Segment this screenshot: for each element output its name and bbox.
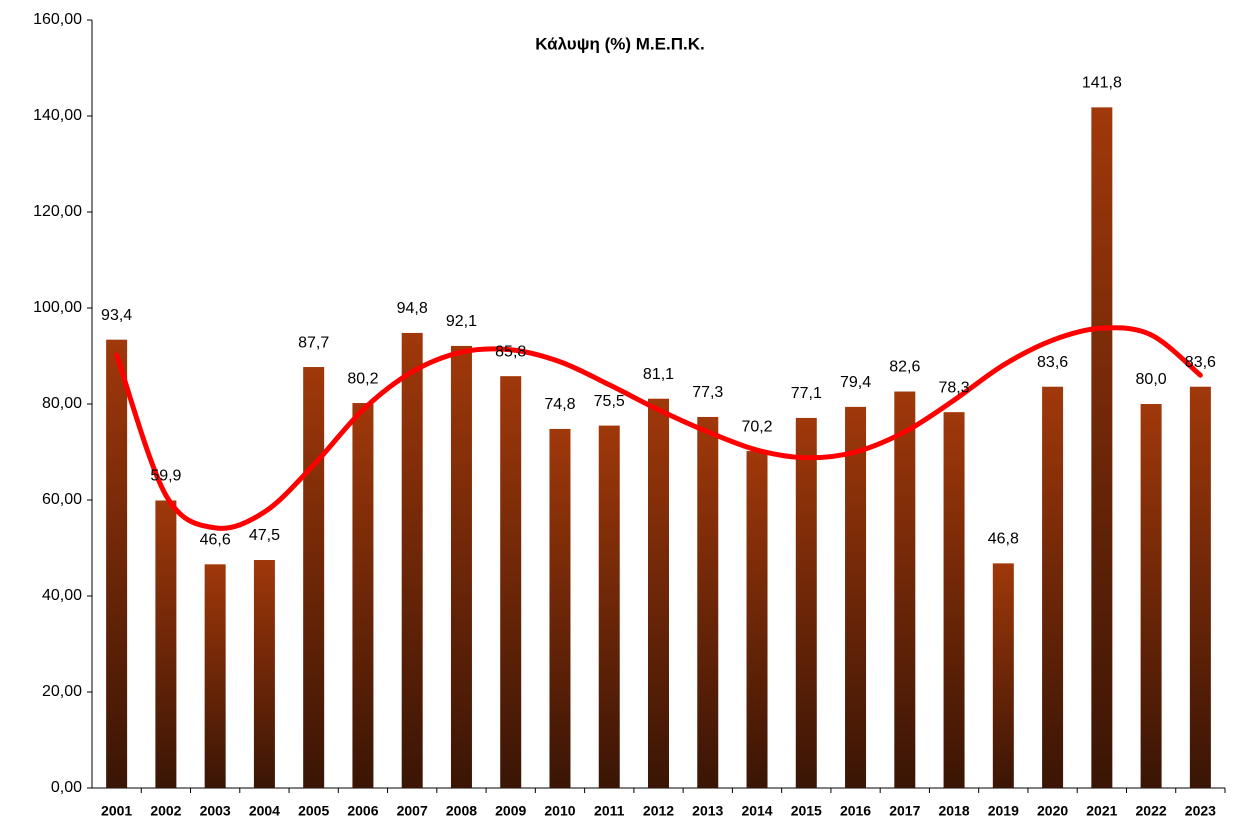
x-tick-label: 2001 [101, 803, 132, 819]
bar [253, 560, 275, 788]
x-tick-label: 2023 [1185, 803, 1216, 819]
data-label: 83,6 [1037, 354, 1068, 371]
x-tick-label: 2017 [889, 803, 920, 819]
y-tick-label: 120,00 [33, 203, 82, 220]
x-tick-label: 2016 [840, 803, 871, 819]
x-tick-label: 2002 [150, 803, 181, 819]
x-tick-label: 2015 [791, 803, 822, 819]
bar [303, 367, 325, 788]
bar [1091, 107, 1113, 789]
x-tick-label: 2021 [1086, 803, 1117, 819]
chart-title: Κάλυψη (%) Μ.Ε.Π.Κ. [535, 34, 704, 53]
x-tick-label: 2003 [200, 803, 231, 819]
bar [648, 398, 669, 788]
data-label: 70,2 [741, 418, 772, 435]
data-label: 79,4 [840, 374, 871, 391]
bar [549, 428, 571, 788]
data-label: 80,0 [1136, 371, 1167, 388]
data-label: 141,8 [1082, 75, 1122, 92]
data-label: 77,3 [692, 384, 723, 401]
data-label: 93,4 [101, 307, 132, 324]
bar [1189, 386, 1211, 788]
bar [795, 417, 817, 788]
x-tick-label: 2013 [692, 803, 723, 819]
x-tick-label: 2022 [1136, 803, 1167, 819]
data-label: 92,1 [446, 313, 477, 330]
data-label: 77,1 [791, 385, 822, 402]
bar [598, 425, 620, 788]
bar [401, 332, 423, 788]
data-label: 82,6 [889, 359, 920, 376]
x-tick-label: 2012 [643, 803, 674, 819]
x-tick-label: 2009 [495, 803, 526, 819]
bar [943, 412, 965, 788]
data-label: 81,1 [643, 366, 674, 383]
x-tick-label: 2010 [544, 803, 575, 819]
x-tick-label: 2011 [594, 803, 625, 819]
x-tick-label: 2005 [298, 803, 329, 819]
data-label: 87,7 [298, 334, 329, 351]
data-label: 85,8 [495, 343, 526, 360]
data-label: 80,2 [347, 370, 378, 387]
x-tick-label: 2018 [938, 803, 969, 819]
x-tick-label: 2006 [347, 803, 378, 819]
data-label: 74,8 [544, 396, 575, 413]
x-tick-label: 2014 [741, 803, 772, 819]
bar [106, 339, 128, 788]
y-tick-label: 0,00 [51, 779, 82, 796]
bar [352, 403, 374, 788]
data-label: 94,8 [397, 300, 428, 317]
y-tick-label: 140,00 [33, 107, 82, 124]
data-label: 78,3 [938, 379, 969, 396]
data-label: 46,8 [988, 531, 1019, 548]
y-tick-label: 40,00 [42, 587, 82, 604]
data-label: 46,6 [200, 532, 231, 549]
bar [1042, 386, 1064, 788]
bar [992, 563, 1014, 788]
x-tick-label: 2004 [249, 803, 280, 819]
y-tick-label: 60,00 [42, 491, 82, 508]
x-tick-label: 2019 [988, 803, 1019, 819]
trend-line [114, 325, 1203, 531]
bar [450, 345, 472, 788]
data-label: 83,6 [1185, 354, 1216, 371]
y-tick-label: 80,00 [42, 395, 82, 412]
bar [204, 564, 226, 788]
y-tick-label: 100,00 [33, 299, 82, 316]
y-tick-label: 20,00 [42, 683, 82, 700]
bar [894, 391, 916, 788]
data-label: 47,5 [249, 527, 280, 544]
x-tick-label: 2008 [446, 803, 477, 819]
bar [1140, 404, 1162, 788]
bar [500, 376, 522, 788]
bar [697, 416, 719, 788]
y-tick-label: 160,00 [33, 11, 82, 28]
bar [746, 451, 768, 788]
data-label: 59,9 [150, 468, 181, 485]
bar [155, 500, 177, 788]
bar [845, 406, 867, 788]
data-label: 75,5 [594, 393, 625, 410]
x-tick-label: 2020 [1037, 803, 1068, 819]
x-tick-label: 2007 [397, 803, 428, 819]
